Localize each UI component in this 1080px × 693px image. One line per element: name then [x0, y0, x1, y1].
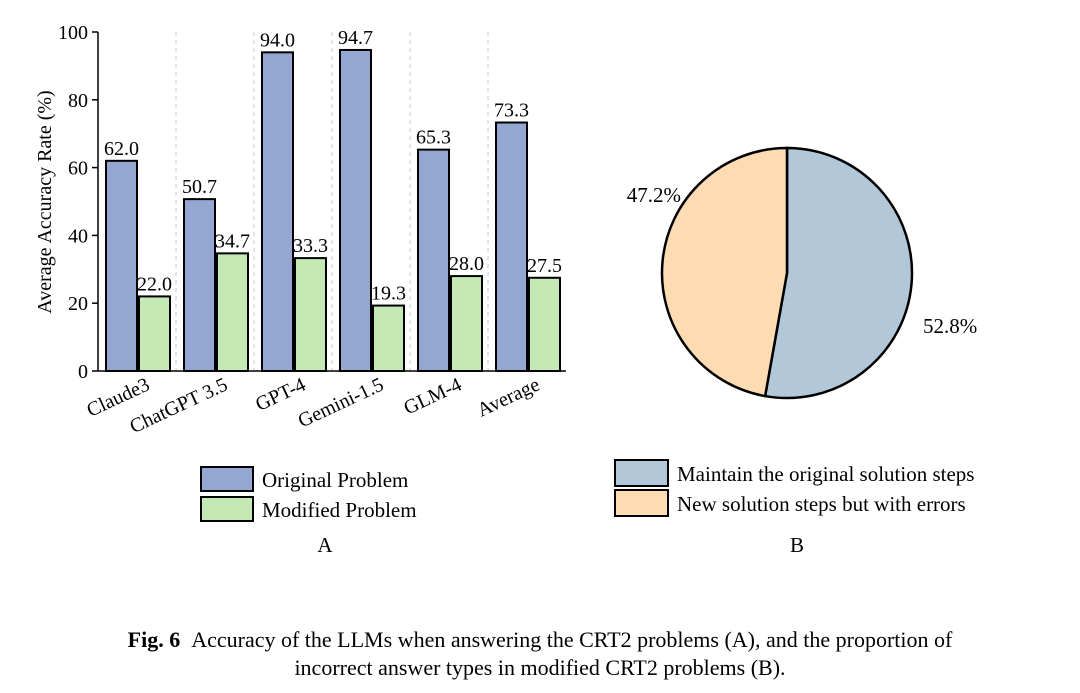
pie-slice [660, 146, 789, 398]
bar-value-label: 94.7 [338, 27, 373, 49]
bar-value-label: 33.3 [293, 235, 328, 257]
legend-swatch [200, 496, 254, 522]
pie-labels: 52.8% 47.2% [627, 183, 978, 338]
panel-label-b: B [790, 533, 804, 557]
bar-original [183, 198, 216, 372]
pie-slice-label: 52.8% [923, 314, 977, 338]
x-tick-label: GLM-4 [400, 374, 465, 420]
bar-value-label: 62.0 [104, 138, 139, 160]
bar-original [339, 48, 372, 372]
bar-modified [528, 276, 561, 372]
pie-slices [660, 146, 914, 400]
bar-value-label: 22.0 [137, 273, 172, 295]
y-axis: 0 20 40 60 80 100 [58, 22, 99, 383]
bar-value-label: 27.5 [527, 255, 562, 277]
pie-slice [763, 146, 914, 400]
figure-caption: Fig. 6 Accuracy of the LLMs when answeri… [0, 626, 1080, 682]
legend-swatch [614, 489, 669, 517]
legend-swatch [200, 466, 254, 492]
bar-modified [450, 275, 483, 372]
pie-chart-panel-b: 52.8% 47.2% Maintain the original solutio… [614, 146, 978, 557]
bar-value-labels: 62.0 22.0 50.7 34.7 94.0 33.3 94.7 19.3 65.3 28.0… [104, 27, 562, 305]
legend-label: Modified Problem [262, 498, 417, 522]
bar-chart-panel-a: 62.0 22.0 50.7 34.7 94.0 33.3 94.7 19.3 65.3 28.0… [34, 22, 566, 557]
panel-label-a: A [317, 533, 333, 557]
bar-legend: Original Problem Modified Problem [200, 466, 417, 522]
legend-label: Maintain the original solution steps [677, 462, 974, 486]
caption-text-line-2: incorrect answer types in modified CRT2 … [294, 655, 786, 680]
bar-original [417, 148, 450, 372]
bar-value-label: 19.3 [371, 283, 406, 305]
x-tick-label: Average [474, 374, 543, 422]
y-tick-label: 20 [68, 293, 88, 315]
bar-value-label: 28.0 [449, 253, 484, 275]
bar-original [105, 159, 138, 372]
bar-value-label: 94.0 [260, 29, 295, 51]
legend-swatch [614, 459, 669, 487]
caption-label: Fig. 6 [127, 627, 181, 652]
bar-modified [372, 304, 405, 372]
legend-label: Original Problem [262, 468, 408, 492]
bars-group [105, 48, 561, 373]
bar-modified [216, 252, 249, 373]
legend-label: New solution steps but with errors [677, 492, 966, 516]
caption-line-1: Fig. 6 Accuracy of the LLMs when answeri… [0, 626, 1080, 654]
caption-text-line-1: Accuracy of the LLMs when answering the … [191, 627, 953, 652]
y-tick-label: 40 [68, 225, 88, 247]
y-tick-label: 60 [68, 158, 88, 180]
y-tick-label: 0 [78, 361, 88, 383]
pie-slice-label: 47.2% [627, 183, 681, 207]
bar-original [261, 51, 294, 373]
bar-modified [294, 257, 327, 373]
bar-value-label: 34.7 [215, 230, 250, 252]
bar-value-label: 65.3 [416, 127, 451, 149]
pie-legend: Maintain the original solution steps New … [614, 459, 974, 517]
bar-value-label: 50.7 [182, 176, 217, 198]
y-tick-label: 80 [68, 90, 88, 112]
bar-modified [138, 295, 171, 373]
y-tick-label: 100 [58, 22, 88, 44]
bar-original [495, 121, 528, 372]
x-tick-label: Gemini-1.5 [295, 374, 387, 433]
grid-separators [175, 32, 489, 371]
y-axis-label: Average Accuracy Rate (%) [34, 90, 56, 313]
bar-value-label: 73.3 [494, 100, 529, 122]
